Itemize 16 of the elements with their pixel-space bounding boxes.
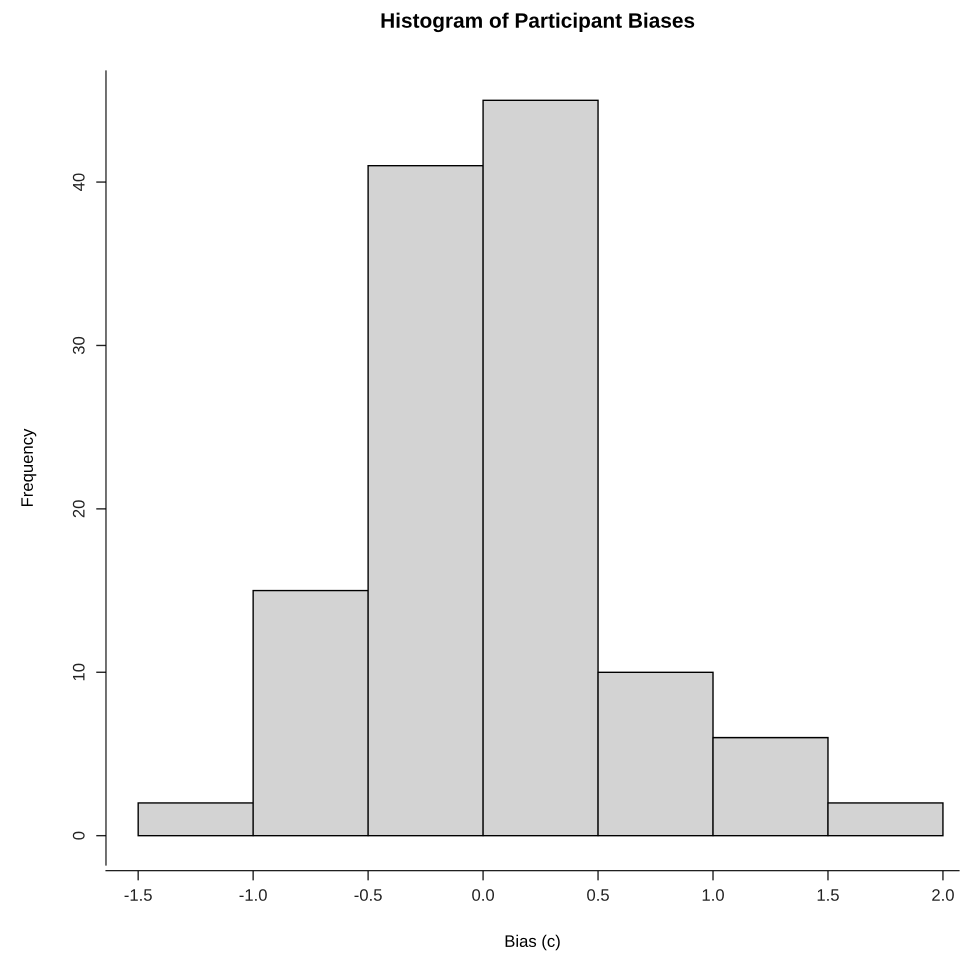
chart-title: Histogram of Participant Biases: [382, 12, 694, 32]
y-tick-label: 40: [72, 173, 85, 191]
y-axis-title: Frequency: [21, 428, 36, 506]
x-tick-label: -1.0: [240, 889, 267, 901]
y-tick-label: 10: [72, 664, 85, 680]
y-tick-label: 0: [72, 832, 85, 840]
x-tick-label: 0.0: [472, 889, 494, 901]
y-tick-label: 30: [72, 336, 85, 354]
x-tick-label: 0.5: [587, 889, 609, 901]
x-tick-label: -1.5: [124, 889, 152, 901]
x-tick-label: 2.0: [932, 889, 954, 901]
x-tick-label: 1.5: [818, 889, 839, 901]
y-tick-label: 20: [72, 500, 85, 518]
x-tick-label: 1.0: [702, 889, 724, 901]
x-axis-title: Bias (c): [506, 934, 560, 950]
x-tick-label: -0.5: [354, 889, 382, 901]
